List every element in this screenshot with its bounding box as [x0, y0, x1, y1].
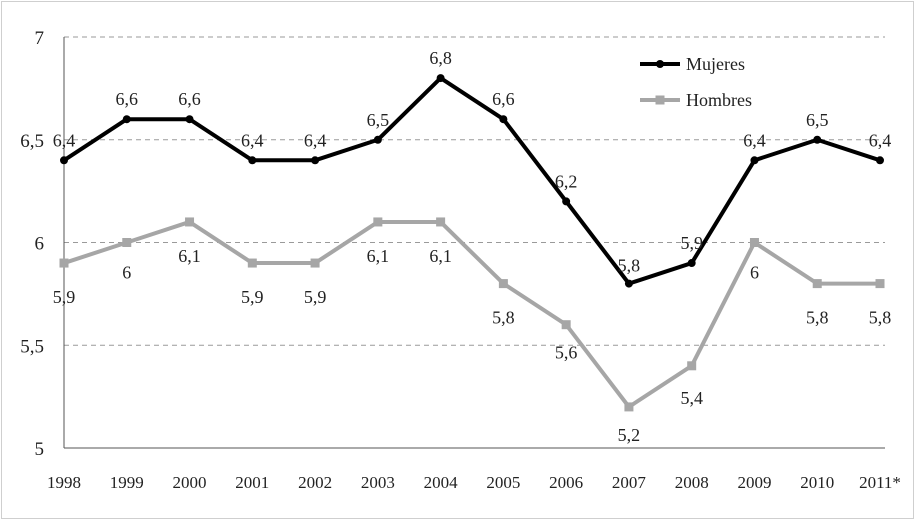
- data-label-hombres: 5,6: [555, 343, 578, 363]
- data-label-hombres: 5,8: [869, 308, 892, 328]
- x-tick-label: 2008: [675, 473, 709, 492]
- data-point-mujeres: [624, 279, 633, 288]
- data-label-mujeres: 6,6: [492, 89, 515, 109]
- data-label-mujeres: 6,6: [116, 89, 139, 109]
- x-tick-label: 2003: [361, 473, 395, 492]
- x-tick-label: 2005: [486, 473, 520, 492]
- data-point-mujeres: [311, 156, 320, 165]
- data-point-hombres: [749, 238, 759, 247]
- x-tick-label: 1998: [47, 473, 81, 492]
- data-label-mujeres: 5,8: [618, 256, 641, 276]
- data-point-hombres: [812, 279, 822, 289]
- y-tick-label: 5: [35, 439, 45, 460]
- x-tick-label: 2009: [737, 473, 771, 492]
- data-label-hombres: 5,9: [53, 287, 76, 307]
- data-point-hombres: [561, 320, 571, 330]
- data-point-hombres: [247, 258, 257, 268]
- data-label-mujeres: 6,4: [53, 130, 76, 150]
- data-label-hombres: 5,9: [241, 287, 264, 307]
- x-tick-label: 2010: [800, 473, 834, 492]
- legend-label-mujeres: Mujeres: [686, 54, 745, 74]
- data-point-hombres: [436, 217, 446, 227]
- data-point-hombres: [310, 258, 320, 268]
- x-tick-label: 2011*: [859, 473, 901, 492]
- data-point-hombres: [624, 402, 634, 412]
- data-label-hombres: 5,9: [304, 287, 327, 307]
- data-point-hombres: [59, 258, 69, 268]
- data-point-hombres: [373, 217, 383, 227]
- data-label-mujeres: 6,6: [178, 89, 201, 109]
- data-label-mujeres: 6,5: [806, 110, 829, 130]
- y-tick-label: 6,5: [20, 131, 44, 152]
- data-label-mujeres: 6,4: [241, 130, 264, 150]
- data-point-mujeres: [122, 115, 131, 124]
- data-label-mujeres: 6,4: [869, 130, 892, 150]
- data-label-hombres: 6: [750, 263, 759, 283]
- data-point-mujeres: [813, 135, 822, 144]
- data-point-mujeres: [499, 115, 508, 124]
- data-point-mujeres: [60, 156, 68, 165]
- data-point-mujeres: [373, 135, 382, 144]
- data-point-mujeres: [185, 115, 194, 124]
- data-point-hombres: [687, 361, 697, 371]
- data-label-hombres: 5,4: [680, 388, 703, 408]
- x-tick-label: 2004: [424, 473, 459, 492]
- data-point-mujeres: [562, 197, 571, 206]
- data-label-hombres: 6,1: [429, 246, 452, 266]
- data-point-hombres: [122, 238, 132, 247]
- y-tick-label: 7: [35, 28, 45, 49]
- data-point-mujeres: [750, 156, 759, 165]
- data-point-mujeres: [436, 74, 445, 83]
- y-tick-label: 5,5: [20, 336, 44, 357]
- data-point-hombres: [185, 217, 195, 227]
- data-label-mujeres: 6,4: [743, 130, 766, 150]
- x-tick-label: 2002: [298, 473, 332, 492]
- data-label-hombres: 5,2: [618, 425, 641, 445]
- data-label-hombres: 6,1: [367, 246, 390, 266]
- x-tick-label: 2007: [612, 473, 647, 492]
- x-tick-label: 2000: [173, 473, 207, 492]
- series-line-mujeres: [62, 76, 881, 286]
- data-label-hombres: 5,8: [806, 308, 829, 328]
- legend-marker-mujeres: [656, 60, 664, 68]
- data-point-hombres: [875, 279, 885, 289]
- data-point-mujeres: [687, 259, 696, 268]
- data-label-mujeres: 6,2: [555, 171, 578, 191]
- y-tick-label: 6: [35, 234, 45, 255]
- legend-label-hombres: Hombres: [686, 90, 752, 110]
- series-line-hombres: [63, 219, 880, 409]
- x-tick-label: 2006: [549, 473, 583, 492]
- legend-marker-hombres: [655, 95, 665, 105]
- data-label-mujeres: 6,5: [367, 110, 390, 130]
- data-label-mujeres: 5,9: [680, 233, 703, 253]
- data-label-mujeres: 6,8: [429, 48, 452, 68]
- data-label-hombres: 6,1: [178, 246, 201, 266]
- data-point-hombres: [498, 279, 508, 289]
- data-label-hombres: 6: [122, 263, 131, 283]
- data-label-mujeres: 6,4: [304, 130, 327, 150]
- x-tick-label: 1999: [110, 473, 144, 492]
- data-point-mujeres: [248, 156, 257, 165]
- data-point-mujeres: [876, 156, 884, 165]
- x-tick-label: 2001: [235, 473, 269, 492]
- data-label-hombres: 5,8: [492, 308, 515, 328]
